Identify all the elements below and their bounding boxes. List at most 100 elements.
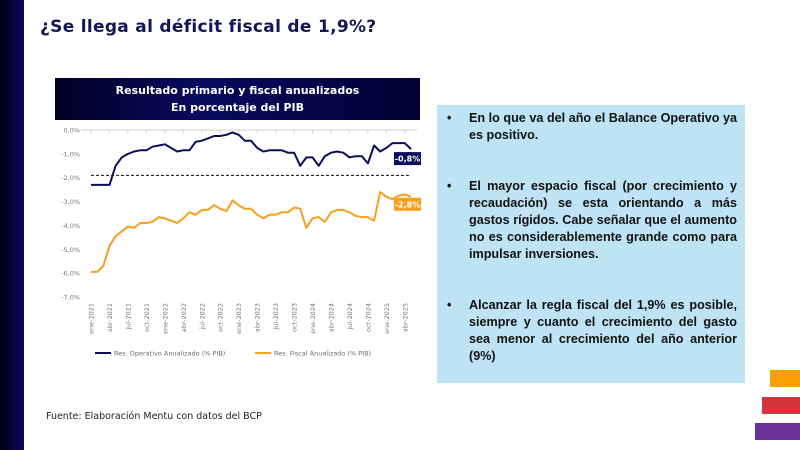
x-tick-label: abr-2022 — [180, 303, 188, 332]
key-point: • En lo que va del año el Balance Operat… — [445, 110, 737, 144]
data-point — [275, 149, 277, 151]
data-point — [312, 157, 314, 159]
data-point — [207, 209, 209, 211]
data-point — [349, 212, 351, 214]
data-point — [269, 149, 271, 151]
data-point — [355, 215, 357, 217]
operativo-series-line — [91, 131, 412, 186]
fiscal-series-line — [91, 191, 412, 273]
data-point — [343, 152, 345, 154]
data-point — [404, 194, 406, 196]
slide-title: ¿Se llega al déficit fiscal de 1,9%? — [40, 17, 377, 37]
chart-legend: Res. Operativo Anualizado (% PIB) Res. Fi… — [95, 350, 371, 358]
data-point — [170, 147, 172, 149]
y-tick-label: -6,0% — [61, 270, 80, 278]
data-point — [410, 148, 412, 150]
data-point — [146, 222, 148, 224]
x-tick-label: oct-2023 — [291, 303, 299, 332]
data-point — [312, 217, 314, 219]
data-point — [183, 149, 185, 151]
x-tick-label: ene-2024 — [309, 303, 317, 334]
data-point — [398, 195, 400, 197]
decorative-bar-orange — [770, 370, 800, 387]
data-point — [367, 163, 369, 165]
data-point — [232, 132, 234, 134]
data-point — [281, 212, 283, 214]
data-point — [139, 149, 141, 151]
data-point — [256, 214, 258, 216]
data-point — [361, 155, 363, 157]
data-point — [367, 216, 369, 218]
data-point — [306, 227, 308, 229]
data-point — [361, 216, 363, 218]
data-point — [386, 147, 388, 149]
data-point — [263, 217, 265, 219]
data-point — [139, 222, 141, 224]
data-point — [404, 142, 406, 144]
end-labels: -0,8% -2,8% — [394, 152, 421, 211]
data-point — [373, 220, 375, 222]
data-point — [232, 200, 234, 202]
data-point — [287, 152, 289, 154]
data-point — [103, 184, 105, 186]
data-point — [318, 165, 320, 167]
data-point — [219, 135, 221, 137]
data-point — [324, 155, 326, 157]
y-tick-label: -1,0% — [61, 150, 80, 158]
data-point — [318, 216, 320, 218]
data-point — [299, 208, 301, 210]
data-point — [170, 220, 172, 222]
data-point — [176, 151, 178, 153]
data-point — [336, 209, 338, 211]
data-point — [343, 209, 345, 211]
data-point — [293, 207, 295, 209]
x-tick-label: ene-2021 — [88, 303, 96, 334]
data-point — [392, 198, 394, 200]
data-point — [164, 217, 166, 219]
data-point — [238, 204, 240, 206]
x-tick-label: abr-2023 — [254, 303, 262, 332]
data-point — [158, 145, 160, 147]
data-point — [158, 216, 160, 218]
y-tick-label: -2,0% — [61, 174, 80, 182]
x-tick-label: abr-2024 — [328, 303, 336, 332]
data-point — [269, 214, 271, 216]
data-point — [281, 149, 283, 151]
data-point — [238, 134, 240, 136]
x-tick-label: jul-2022 — [198, 303, 206, 331]
data-point — [226, 210, 228, 212]
data-point — [275, 214, 277, 216]
data-point — [189, 212, 191, 214]
x-tick-label: abr-2021 — [106, 303, 114, 332]
data-point — [96, 184, 98, 186]
end-label-badge — [394, 152, 421, 166]
decorative-bar-red — [762, 397, 800, 414]
data-point — [121, 157, 123, 159]
data-point — [109, 245, 111, 247]
legend-label: Res. Fiscal Anualizado (% PIB) — [274, 350, 371, 358]
decorative-bar-purple — [755, 423, 800, 440]
data-point — [293, 152, 295, 154]
y-axis: 0,0% -1,0% -2,0% -3,0% -4,0% -5,0% -6,0% -7,0% — [61, 127, 80, 302]
data-point — [250, 140, 252, 142]
y-tick-label: -3,0% — [61, 198, 80, 206]
data-point — [373, 145, 375, 147]
bullet-icon: • — [447, 111, 452, 125]
data-point — [256, 147, 258, 149]
data-point — [379, 151, 381, 153]
data-point — [127, 153, 129, 155]
data-point — [244, 140, 246, 142]
data-point — [250, 208, 252, 210]
data-point — [324, 221, 326, 223]
data-point — [336, 151, 338, 153]
data-point — [96, 271, 98, 273]
data-point — [146, 149, 148, 151]
data-point — [103, 265, 105, 267]
chart-title: Resultado primario y fiscal anualizados — [115, 84, 360, 97]
data-point — [386, 196, 388, 198]
x-tick-label: jul-2023 — [272, 303, 280, 331]
key-point-text: Alcanzar la regla fiscal del 1,9% es pos… — [469, 298, 737, 363]
data-point — [349, 157, 351, 159]
data-point — [90, 184, 92, 186]
data-point — [189, 149, 191, 151]
